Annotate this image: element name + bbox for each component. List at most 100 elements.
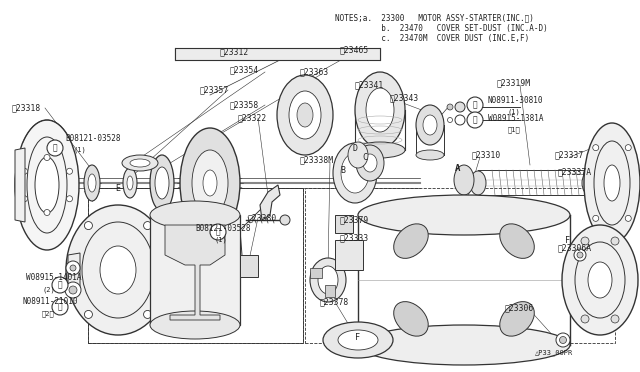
Ellipse shape — [323, 322, 393, 358]
Ellipse shape — [127, 176, 133, 190]
Text: ※23343: ※23343 — [390, 93, 419, 103]
Circle shape — [574, 249, 586, 261]
Text: ※23338M: ※23338M — [300, 155, 334, 164]
Ellipse shape — [582, 171, 598, 195]
Text: ※23322: ※23322 — [238, 113, 268, 122]
Text: ※23319M: ※23319M — [497, 78, 531, 87]
Text: (1): (1) — [508, 109, 521, 115]
Circle shape — [625, 215, 631, 221]
Ellipse shape — [155, 167, 169, 199]
Circle shape — [577, 252, 583, 258]
Circle shape — [611, 315, 619, 323]
Text: ※23358: ※23358 — [230, 100, 259, 109]
Ellipse shape — [358, 195, 570, 235]
Ellipse shape — [15, 120, 79, 250]
Text: ※23341: ※23341 — [355, 80, 384, 90]
Ellipse shape — [88, 174, 96, 192]
Circle shape — [210, 224, 226, 240]
Text: ※23363: ※23363 — [300, 67, 329, 77]
Ellipse shape — [122, 155, 158, 171]
Polygon shape — [175, 48, 380, 60]
Ellipse shape — [297, 103, 313, 127]
Text: Ⓦ: Ⓦ — [473, 115, 477, 125]
Ellipse shape — [310, 258, 346, 302]
Circle shape — [143, 222, 152, 230]
Circle shape — [67, 168, 72, 174]
Ellipse shape — [500, 302, 534, 336]
Text: (1): (1) — [215, 237, 228, 243]
Circle shape — [625, 145, 631, 151]
Text: Ⓑ: Ⓑ — [52, 144, 58, 153]
Polygon shape — [165, 225, 225, 320]
Text: B08121-03528: B08121-03528 — [195, 224, 250, 232]
Circle shape — [611, 237, 619, 245]
Ellipse shape — [454, 165, 474, 195]
Ellipse shape — [356, 145, 384, 181]
Text: (2): (2) — [42, 287, 55, 293]
Bar — [325, 285, 335, 297]
Circle shape — [22, 168, 28, 174]
Text: (1): (1) — [73, 147, 86, 153]
Ellipse shape — [416, 105, 444, 145]
Ellipse shape — [500, 224, 534, 259]
Ellipse shape — [604, 165, 620, 201]
Text: F: F — [565, 235, 570, 244]
Bar — [335, 240, 363, 270]
Ellipse shape — [123, 168, 137, 198]
Ellipse shape — [318, 266, 338, 294]
Bar — [310, 268, 322, 278]
Text: W08915-1381A: W08915-1381A — [488, 113, 543, 122]
Ellipse shape — [423, 115, 437, 135]
Circle shape — [44, 209, 50, 215]
Text: ※23306: ※23306 — [505, 304, 534, 312]
Text: ※23312: ※23312 — [220, 48, 249, 57]
Circle shape — [67, 196, 72, 202]
Text: ※23337: ※23337 — [555, 151, 584, 160]
Ellipse shape — [180, 128, 240, 238]
Ellipse shape — [416, 150, 444, 160]
Circle shape — [52, 277, 68, 293]
Text: ※23357: ※23357 — [200, 86, 229, 94]
Text: N08911-21010: N08911-21010 — [22, 298, 77, 307]
Ellipse shape — [341, 153, 369, 193]
Ellipse shape — [100, 246, 136, 294]
Polygon shape — [68, 253, 80, 287]
Text: （1）: （1） — [508, 127, 521, 133]
Ellipse shape — [355, 142, 405, 158]
Text: N08911-30810: N08911-30810 — [488, 96, 543, 105]
Ellipse shape — [394, 302, 428, 336]
Text: ※23318: ※23318 — [12, 103, 41, 112]
Circle shape — [143, 310, 152, 318]
Text: Ⓦ: Ⓦ — [58, 280, 62, 289]
Text: F: F — [355, 333, 360, 341]
Ellipse shape — [84, 165, 100, 201]
Text: D: D — [353, 144, 358, 153]
Ellipse shape — [562, 225, 638, 335]
Circle shape — [280, 215, 290, 225]
Ellipse shape — [150, 155, 174, 211]
Ellipse shape — [363, 154, 377, 172]
Circle shape — [52, 299, 68, 315]
Ellipse shape — [470, 171, 486, 195]
Text: ※23333: ※23333 — [340, 234, 369, 243]
Text: Ⓑ: Ⓑ — [216, 228, 220, 237]
Ellipse shape — [130, 159, 150, 167]
Ellipse shape — [150, 311, 240, 339]
Circle shape — [447, 104, 453, 110]
Circle shape — [581, 315, 589, 323]
Circle shape — [593, 215, 599, 221]
Text: A: A — [455, 164, 460, 173]
Ellipse shape — [35, 157, 59, 213]
Polygon shape — [260, 185, 280, 220]
Ellipse shape — [203, 170, 217, 196]
Circle shape — [47, 140, 63, 156]
Text: ※23310: ※23310 — [472, 151, 501, 160]
Circle shape — [84, 222, 92, 230]
Text: ※23465: ※23465 — [340, 45, 369, 55]
Text: B: B — [340, 166, 345, 174]
Circle shape — [559, 337, 566, 343]
Ellipse shape — [338, 330, 378, 350]
Text: NOTES;a.  23300   MOTOR ASSY-STARTER(INC.※): NOTES;a. 23300 MOTOR ASSY-STARTER(INC.※) — [335, 13, 534, 22]
Circle shape — [84, 310, 92, 318]
Text: Ⓝ: Ⓝ — [58, 302, 62, 311]
